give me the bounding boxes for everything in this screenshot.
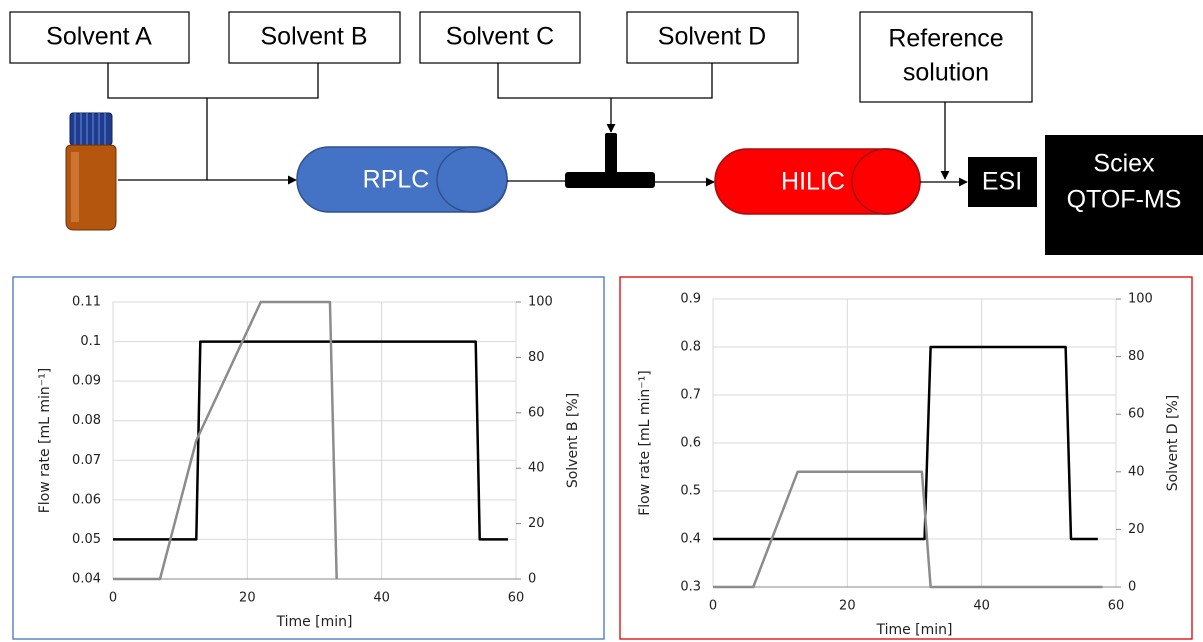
x-tick-label: 40	[973, 599, 990, 614]
y-tick-label: 0.04	[72, 572, 101, 587]
y-tick-label: 0.09	[72, 374, 101, 389]
y2-tick-label: 20	[528, 516, 545, 531]
y-tick-label: 0.06	[72, 492, 101, 507]
x-axis-title: Time [min]	[275, 614, 352, 630]
y2-axis-title: Solvent D [%]	[1165, 395, 1181, 492]
solvent-c: Solvent C	[446, 23, 554, 51]
y-tick-label: 0.8	[680, 340, 701, 355]
x-tick-label: 60	[1108, 599, 1125, 614]
y2-tick-label: 100	[1128, 292, 1153, 307]
y-axis-title: Flow rate [mL min⁻¹]	[637, 370, 653, 516]
series-line	[113, 342, 508, 540]
esi-label: ESI	[982, 168, 1022, 196]
y-tick-label: 0.4	[680, 532, 701, 547]
rplc-label: RPLC	[363, 166, 430, 194]
y-tick-label: 0.05	[72, 532, 101, 547]
x-tick-label: 20	[839, 599, 856, 614]
x-tick-label: 20	[239, 591, 256, 606]
y2-tick-label: 40	[1128, 464, 1145, 479]
y-axis-title: Flow rate [mL min⁻¹]	[37, 368, 53, 514]
reference-line: Reference	[888, 25, 1003, 53]
solvent-d: Solvent D	[658, 23, 766, 51]
x-tick-label: 60	[508, 591, 525, 606]
connector	[498, 63, 712, 98]
vial	[66, 113, 116, 230]
y2-tick-label: 0	[1128, 580, 1136, 595]
y2-tick-label: 40	[528, 461, 545, 476]
hilic-label: HILIC	[781, 168, 845, 196]
y-tick-label: 0.11	[72, 295, 101, 310]
series-line	[713, 472, 1103, 587]
diagram: Solvent A Solvent B Solvent C Solvent D …	[10, 12, 1203, 255]
y2-tick-label: 0	[528, 572, 536, 587]
x-tick-label: 40	[373, 591, 390, 606]
series-line	[113, 302, 337, 579]
y-tick-label: 0.08	[72, 413, 101, 428]
page: Solvent A Solvent B Solvent C Solvent D …	[0, 0, 1203, 642]
y-tick-label: 0.7	[680, 388, 701, 403]
reference-line: solution	[903, 59, 989, 87]
y-tick-label: 0.9	[680, 292, 701, 307]
connector	[108, 63, 318, 180]
y-tick-label: 0.5	[680, 484, 701, 499]
y2-tick-label: 80	[528, 350, 545, 365]
y-tick-label: 0.3	[680, 580, 701, 595]
x-axis-title: Time [min]	[875, 622, 952, 638]
tee	[565, 133, 655, 188]
y-tick-label: 0.07	[72, 453, 101, 468]
y2-tick-label: 20	[1128, 522, 1145, 537]
ms-label: Sciex	[1093, 150, 1155, 178]
solvent-a: Solvent A	[46, 23, 152, 51]
y2-tick-label: 100	[528, 295, 553, 310]
y-tick-label: 0.6	[680, 436, 701, 451]
x-tick-label: 0	[109, 591, 117, 606]
y2-tick-label: 80	[1128, 349, 1145, 364]
y2-axis-title: Solvent B [%]	[565, 393, 581, 488]
y2-tick-label: 60	[528, 405, 545, 420]
solvent-b: Solvent B	[260, 23, 367, 51]
chart-frame	[13, 277, 604, 639]
y-tick-label: 0.1	[80, 334, 101, 349]
chart-frame	[620, 277, 1192, 639]
ms-label: QTOF-MS	[1067, 186, 1182, 214]
x-tick-label: 0	[709, 599, 717, 614]
y2-tick-label: 60	[1128, 407, 1145, 422]
